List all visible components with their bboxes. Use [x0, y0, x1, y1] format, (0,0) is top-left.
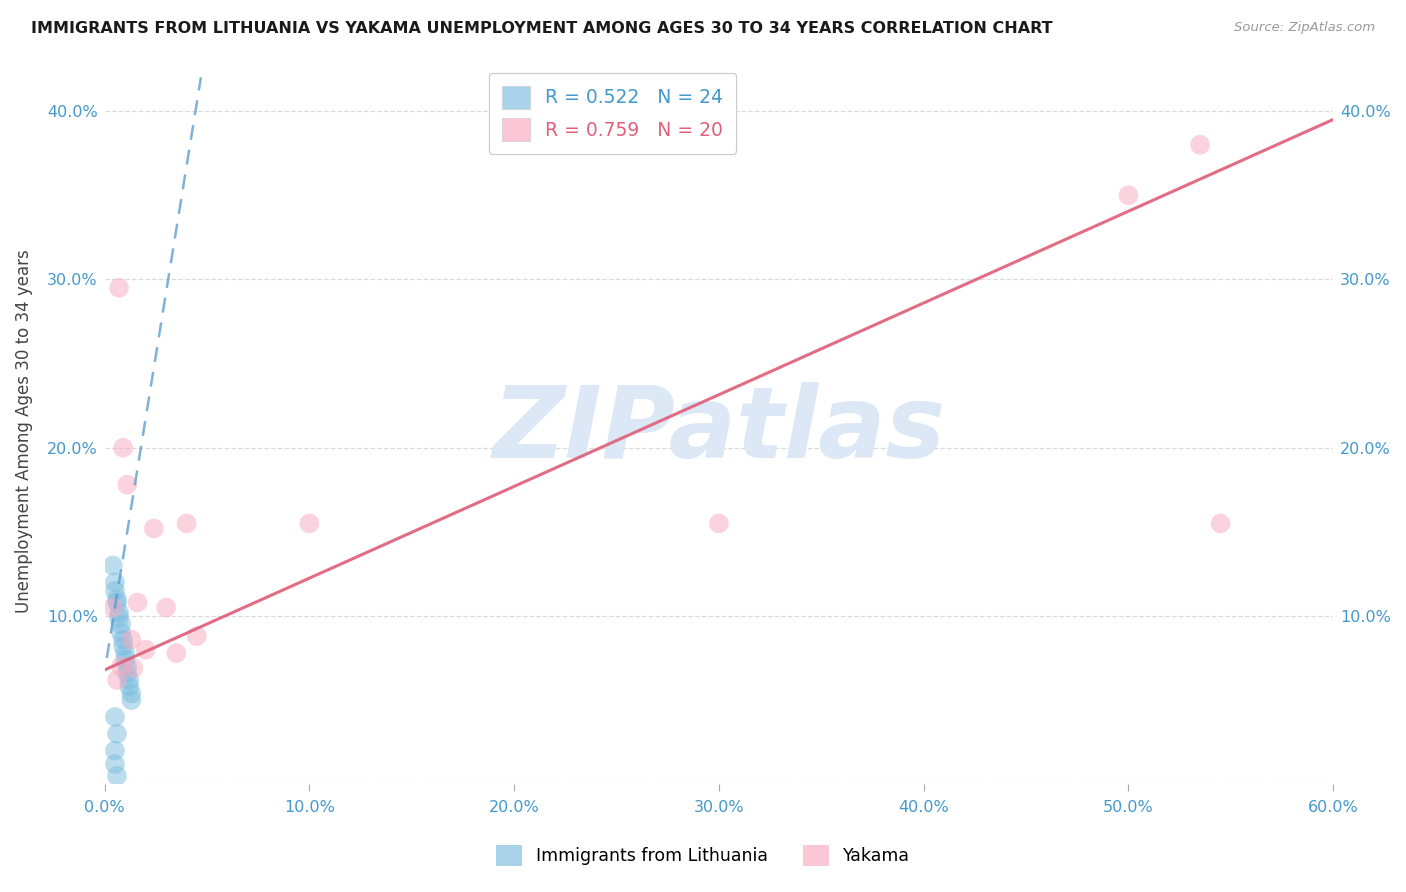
- Point: [108, 610, 131, 624]
- Text: ZIPatlas: ZIPatlas: [492, 383, 945, 479]
- Legend: Immigrants from Lithuania, Yakama: Immigrants from Lithuania, Yakama: [488, 836, 918, 874]
- Point: [108, 606, 131, 620]
- Point: [118, 680, 141, 694]
- Point: [155, 600, 177, 615]
- Text: IMMIGRANTS FROM LITHUANIA VS YAKAMA UNEMPLOYMENT AMONG AGES 30 TO 34 YEARS CORRE: IMMIGRANTS FROM LITHUANIA VS YAKAMA UNEM…: [31, 21, 1053, 37]
- Point: [112, 632, 135, 647]
- Point: [104, 744, 127, 758]
- Point: [298, 516, 321, 531]
- Point: [122, 661, 145, 675]
- Point: [186, 629, 208, 643]
- Point: [110, 659, 132, 673]
- Point: [115, 666, 138, 681]
- Point: [120, 632, 142, 647]
- Point: [176, 516, 198, 531]
- Point: [101, 558, 124, 573]
- Point: [105, 592, 128, 607]
- Point: [114, 646, 136, 660]
- Point: [1118, 188, 1140, 202]
- Point: [104, 757, 127, 772]
- Legend: R = 0.522   N = 24, R = 0.759   N = 20: R = 0.522 N = 24, R = 0.759 N = 20: [489, 72, 737, 154]
- Y-axis label: Unemployment Among Ages 30 to 34 years: Unemployment Among Ages 30 to 34 years: [15, 249, 32, 613]
- Point: [110, 625, 132, 640]
- Point: [101, 600, 124, 615]
- Point: [1209, 516, 1232, 531]
- Point: [112, 441, 135, 455]
- Point: [135, 642, 157, 657]
- Point: [105, 769, 128, 783]
- Point: [127, 595, 149, 609]
- Point: [120, 686, 142, 700]
- Point: [142, 521, 165, 535]
- Point: [112, 640, 135, 654]
- Point: [105, 727, 128, 741]
- Point: [104, 710, 127, 724]
- Point: [110, 617, 132, 632]
- Point: [105, 673, 128, 687]
- Text: Source: ZipAtlas.com: Source: ZipAtlas.com: [1234, 21, 1375, 35]
- Point: [108, 281, 131, 295]
- Point: [104, 575, 127, 590]
- Point: [118, 673, 141, 687]
- Point: [115, 477, 138, 491]
- Point: [114, 653, 136, 667]
- Point: [165, 646, 187, 660]
- Point: [1189, 137, 1212, 152]
- Point: [707, 516, 730, 531]
- Point: [105, 595, 128, 609]
- Point: [120, 693, 142, 707]
- Point: [115, 659, 138, 673]
- Point: [104, 583, 127, 598]
